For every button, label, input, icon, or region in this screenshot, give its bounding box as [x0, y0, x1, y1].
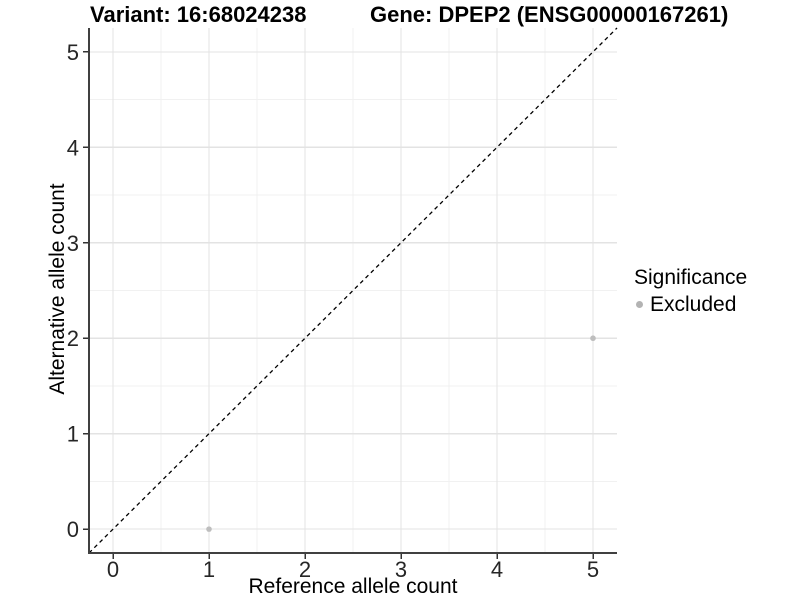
- x-axis-title: Reference allele count: [248, 575, 458, 598]
- x-tick-label: 5: [587, 557, 599, 582]
- plot-title-variant: Variant: 16:68024238: [90, 2, 307, 27]
- y-tick-label: 3: [67, 231, 79, 256]
- x-tick-label: 4: [491, 557, 503, 582]
- plot-title-gene: Gene: DPEP2 (ENSG00000167261): [370, 2, 729, 27]
- legend-title: Significance: [634, 266, 748, 289]
- legend-item-label: Excluded: [650, 293, 737, 316]
- legend-point-icon: [636, 301, 643, 308]
- legend-item-excluded: Excluded: [634, 291, 747, 318]
- y-tick-label: 2: [67, 326, 79, 351]
- y-tick-label: 4: [67, 135, 79, 160]
- x-tick-label: 2: [299, 557, 311, 582]
- data-point: [206, 526, 212, 532]
- data-point: [590, 335, 596, 342]
- legend: Significance Excluded: [634, 264, 747, 318]
- x-tick-label: 3: [395, 557, 407, 582]
- x-tick-label: 0: [107, 557, 119, 582]
- y-tick-label: 0: [67, 517, 79, 542]
- y-tick-label: 5: [67, 40, 79, 65]
- x-tick-label: 1: [203, 557, 215, 582]
- y-axis-title: Alternative allele count: [46, 183, 69, 395]
- y-tick-label: 1: [67, 422, 79, 447]
